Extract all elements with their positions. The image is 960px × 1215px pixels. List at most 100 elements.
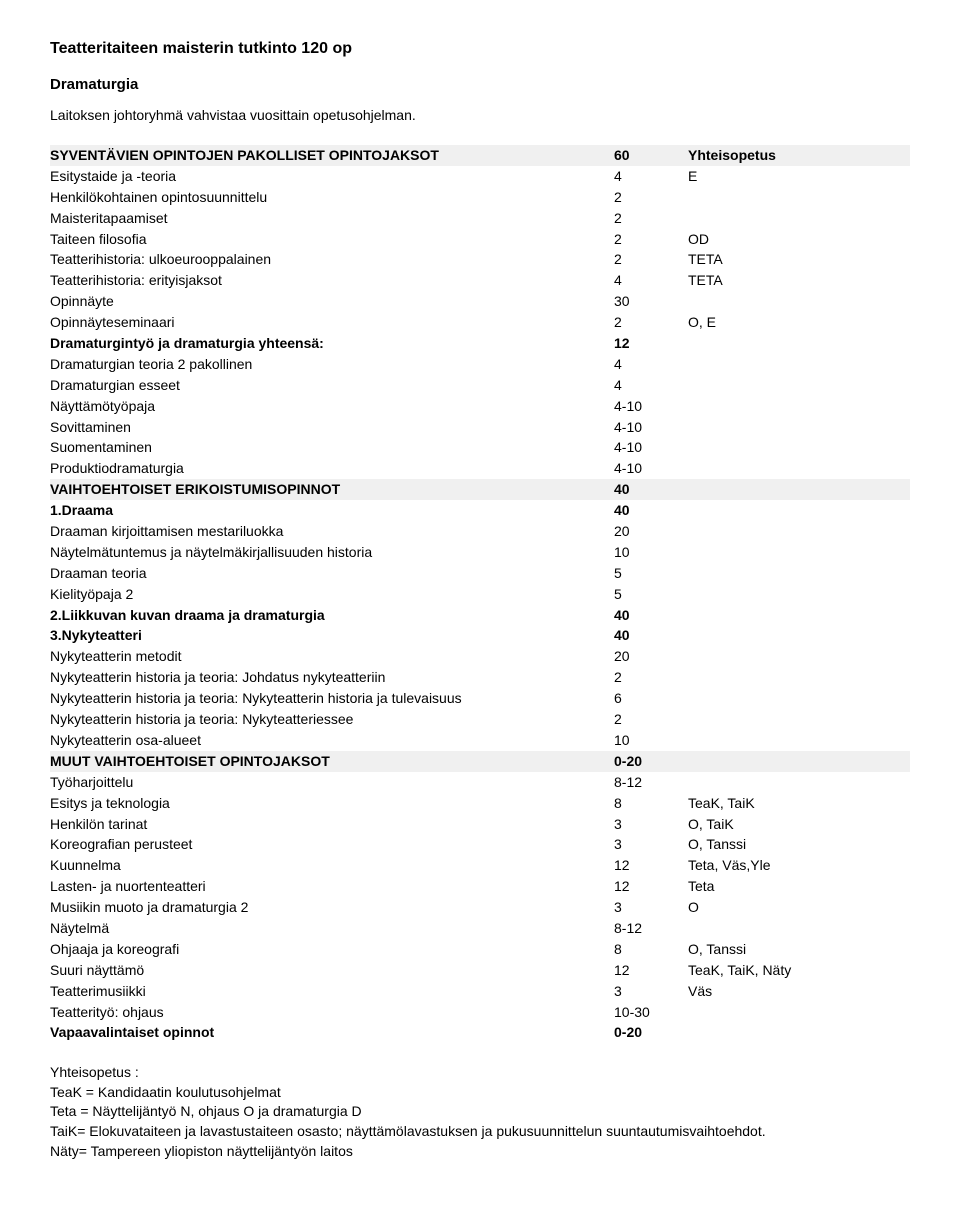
- intro-text: Laitoksen johtoryhmä vahvistaa vuosittai…: [50, 107, 910, 123]
- row-label: Teatterihistoria: erityisjaksot: [50, 270, 614, 291]
- row-credits: 4: [614, 375, 688, 396]
- footer-block: Yhteisopetus : TeaK = Kandidaatin koulut…: [50, 1063, 910, 1161]
- table-row: Dramaturgian esseet4: [50, 375, 910, 396]
- row-label: Suomentaminen: [50, 437, 614, 458]
- table-row: Nykyteatterin metodit20: [50, 646, 910, 667]
- row-credits: 0-20: [614, 1022, 688, 1043]
- row-credits: 12: [614, 855, 688, 876]
- row-note: TETA: [688, 270, 910, 291]
- row-credits: 5: [614, 563, 688, 584]
- table-row: Opinnäyteseminaari2O, E: [50, 312, 910, 333]
- section-header-row: VAIHTOEHTOISET ERIKOISTUMISOPINNOT40: [50, 479, 910, 500]
- row-label: Näytelmätuntemus ja näytelmäkirjallisuud…: [50, 542, 614, 563]
- table-row: Henkilön tarinat3O, TaiK: [50, 814, 910, 835]
- row-label: Nykyteatterin historia ja teoria: Nykyte…: [50, 709, 614, 730]
- table-row: Teatterityö: ohjaus10-30: [50, 1002, 910, 1023]
- table-row: Kuunnelma12Teta, Väs,Yle: [50, 855, 910, 876]
- table-row: Teatterihistoria: ulkoeurooppalainen2TET…: [50, 249, 910, 270]
- section-header-label: SYVENTÄVIEN OPINTOJEN PAKOLLISET OPINTOJ…: [50, 145, 614, 166]
- row-credits: 4: [614, 354, 688, 375]
- row-label: Opinnäyte: [50, 291, 614, 312]
- row-credits: 10: [614, 730, 688, 751]
- row-credits: 2: [614, 249, 688, 270]
- table-row: Sovittaminen4-10: [50, 417, 910, 438]
- row-label: Musiikin muoto ja dramaturgia 2: [50, 897, 614, 918]
- row-label: Dramaturgintyö ja dramaturgia yhteensä:: [50, 333, 614, 354]
- row-note: E: [688, 166, 910, 187]
- row-label: Kielityöpaja 2: [50, 584, 614, 605]
- row-note: O: [688, 897, 910, 918]
- row-note: [688, 354, 910, 375]
- row-label: Teatterimusiikki: [50, 981, 614, 1002]
- row-credits: 3: [614, 981, 688, 1002]
- row-credits: 4: [614, 270, 688, 291]
- table-row: Nykyteatterin historia ja teoria: Nykyte…: [50, 709, 910, 730]
- row-label: 1.Draama: [50, 500, 614, 521]
- footer-line: Teta = Näyttelijäntyö N, ohjaus O ja dra…: [50, 1102, 910, 1122]
- row-label: Maisteritapaamiset: [50, 208, 614, 229]
- row-label: Henkilökohtainen opintosuunnittelu: [50, 187, 614, 208]
- row-note: [688, 396, 910, 417]
- row-credits: 2: [614, 312, 688, 333]
- row-credits: 5: [614, 584, 688, 605]
- table-row: Teatterihistoria: erityisjaksot4TETA: [50, 270, 910, 291]
- section-header-note: [688, 751, 910, 772]
- row-label: Nykyteatterin historia ja teoria: Nykyte…: [50, 688, 614, 709]
- row-credits: 2: [614, 187, 688, 208]
- row-credits: 2: [614, 208, 688, 229]
- footer-line: TeaK = Kandidaatin koulutusohjelmat: [50, 1083, 910, 1103]
- footer-line: Näty= Tampereen yliopiston näyttelijänty…: [50, 1142, 910, 1162]
- row-note: O, TaiK: [688, 814, 910, 835]
- row-label: Dramaturgian esseet: [50, 375, 614, 396]
- row-label: Esitys ja teknologia: [50, 793, 614, 814]
- row-credits: 4-10: [614, 458, 688, 479]
- row-credits: 3: [614, 897, 688, 918]
- table-row: Näyttämötyöpaja4-10: [50, 396, 910, 417]
- row-credits: 20: [614, 521, 688, 542]
- row-credits: 2: [614, 709, 688, 730]
- row-label: Sovittaminen: [50, 417, 614, 438]
- table-row: 3.Nykyteatteri40: [50, 625, 910, 646]
- table-row: Maisteritapaamiset2: [50, 208, 910, 229]
- row-label: Nykyteatterin metodit: [50, 646, 614, 667]
- row-note: [688, 918, 910, 939]
- table-row: Koreografian perusteet3O, Tanssi: [50, 834, 910, 855]
- row-note: [688, 208, 910, 229]
- table-row: 2.Liikkuvan kuvan draama ja dramaturgia4…: [50, 605, 910, 626]
- row-label: Työharjoittelu: [50, 772, 614, 793]
- row-label: Taiteen filosofia: [50, 229, 614, 250]
- row-label: Näyttämötyöpaja: [50, 396, 614, 417]
- row-note: TeaK, TaiK, Näty: [688, 960, 910, 981]
- table-row: Näytelmätuntemus ja näytelmäkirjallisuud…: [50, 542, 910, 563]
- table-row: Taiteen filosofia2OD: [50, 229, 910, 250]
- row-note: [688, 688, 910, 709]
- row-note: [688, 772, 910, 793]
- row-label: Näytelmä: [50, 918, 614, 939]
- row-note: TETA: [688, 249, 910, 270]
- row-label: Lasten- ja nuortenteatteri: [50, 876, 614, 897]
- row-label: Henkilön tarinat: [50, 814, 614, 835]
- table-row: Suuri näyttämö12TeaK, TaiK, Näty: [50, 960, 910, 981]
- section-header-credits: 0-20: [614, 751, 688, 772]
- table-row: Näytelmä8-12: [50, 918, 910, 939]
- row-credits: 4-10: [614, 437, 688, 458]
- row-credits: 2: [614, 229, 688, 250]
- row-label: Draaman kirjoittamisen mestariluokka: [50, 521, 614, 542]
- row-note: TeaK, TaiK: [688, 793, 910, 814]
- row-note: [688, 417, 910, 438]
- row-note: [688, 333, 910, 354]
- row-note: [688, 521, 910, 542]
- row-credits: 10: [614, 542, 688, 563]
- row-note: [688, 605, 910, 626]
- table-row: Teatterimusiikki3Väs: [50, 981, 910, 1002]
- row-label: Suuri näyttämö: [50, 960, 614, 981]
- row-label: 3.Nykyteatteri: [50, 625, 614, 646]
- row-label: 2.Liikkuvan kuvan draama ja dramaturgia: [50, 605, 614, 626]
- table-row: Suomentaminen4-10: [50, 437, 910, 458]
- row-note: [688, 458, 910, 479]
- row-note: O, Tanssi: [688, 834, 910, 855]
- row-note: OD: [688, 229, 910, 250]
- table-row: Opinnäyte30: [50, 291, 910, 312]
- table-row: Nykyteatterin osa-alueet10: [50, 730, 910, 751]
- row-note: [688, 437, 910, 458]
